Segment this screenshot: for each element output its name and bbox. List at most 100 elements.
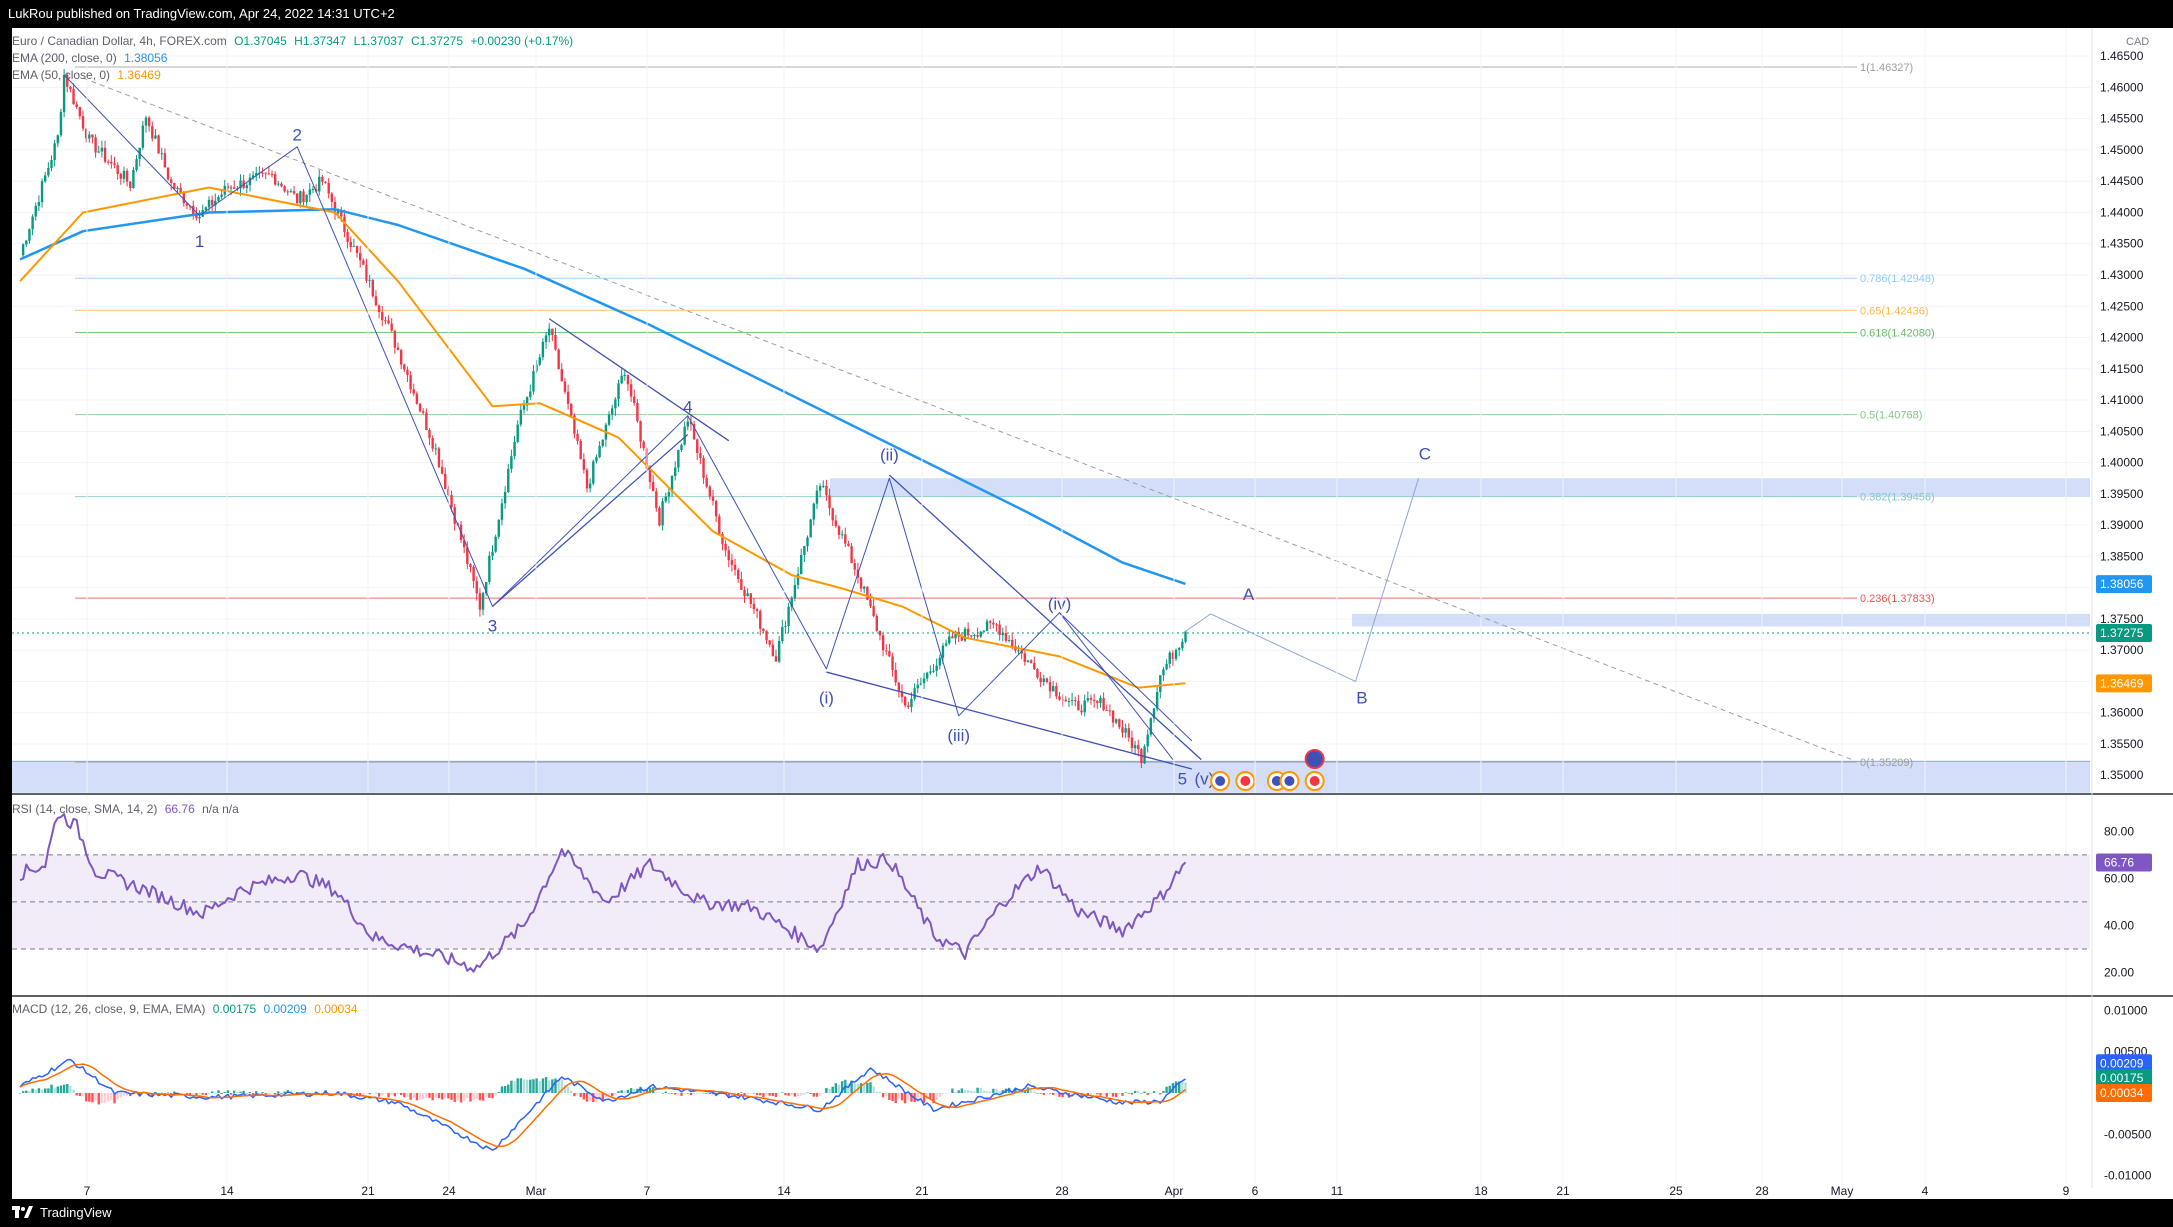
candle-body [100,147,104,152]
candle-body [119,173,122,179]
macd-histogram-bar [437,1093,441,1099]
candle-body [658,507,661,526]
macd-histogram-bar [1140,1093,1143,1094]
candle-body [453,507,456,524]
candle-body [173,182,176,190]
macd-histogram-bar [932,1093,935,1104]
macd-histogram-bar [850,1080,853,1093]
macd-histogram-bar [746,1093,749,1095]
candle-body [1045,678,1049,683]
symbol-name[interactable]: Euro / Canadian Dollar, 4h, FOREX.com [12,34,227,48]
ema200-legend[interactable]: EMA (200, close, 0) 1.38056 [12,51,167,65]
macd-histogram-bar [485,1093,488,1097]
macd-histogram-bar [554,1078,557,1093]
macd-histogram-bar [513,1081,516,1093]
time-tick-label: 21 [915,1184,929,1198]
macd-histogram-bar [995,1088,998,1093]
macd-histogram-bar [960,1088,964,1093]
candle-body [1055,686,1058,697]
candle-body [642,441,645,449]
macd-histogram-bar [1036,1093,1039,1094]
macd-histogram-bar [702,1093,705,1094]
candle-body [1011,639,1014,647]
candle-body [412,389,415,394]
price-tick-label: 1.45000 [2100,143,2144,157]
candle-body [985,621,989,631]
macd-histogram-bar [182,1092,185,1094]
candle-body [1033,663,1036,670]
candle-body [1026,660,1030,662]
candle-body [585,469,589,489]
candle-body [944,643,948,646]
macd-histogram-bar [677,1093,680,1095]
macd-histogram-bar [296,1092,299,1093]
candle-body [727,550,730,561]
candle-body [1036,669,1039,678]
candle-body [692,424,696,440]
macd-histogram-bar [428,1093,431,1098]
macd-histogram-bar [97,1093,100,1105]
macd-histogram-bar [822,1093,825,1094]
candle-body [248,177,252,186]
candle-body [582,459,586,470]
rsi-legend[interactable]: RSI (14, close, SMA, 14, 2) 66.76 n/a n/… [12,802,239,816]
candle-body [182,192,185,204]
macd-histogram-bar [1178,1081,1181,1093]
candle-body [544,335,548,342]
candle-body [390,323,393,331]
event-flag-icon [1240,776,1251,786]
candle-body [522,405,526,410]
macd-histogram-bar [538,1081,541,1093]
event-flag-icon [1304,749,1325,769]
ema50-legend[interactable]: EMA (50, close, 0) 1.36469 [12,68,161,82]
event-flag-icon [1271,776,1282,786]
macd-histogram-bar [541,1078,545,1093]
macd-histogram-bar [138,1093,141,1097]
candle-body [447,488,450,496]
price-tick-label: 1.39500 [2100,487,2144,501]
wave-label: (iii) [947,726,970,745]
ohlc-close: C1.37275 [410,34,464,48]
candle-body [488,555,491,583]
macd-histogram-bar [163,1093,167,1094]
chart-container[interactable]: 1.46500 1.46000 1.45500 1.45000 1.44500 1.440… [12,28,2173,1199]
candle-body [771,644,775,657]
macd-histogram-bar [664,1091,667,1093]
candle-body [346,231,349,242]
macd-legend[interactable]: MACD (12, 26, close, 9, EMA, EMA) 0.0017… [12,1002,358,1016]
candle-body [885,650,888,652]
candle-body [557,349,560,370]
candle-body [1017,650,1020,652]
macd-histogram-bar [740,1092,743,1093]
macd-histogram-bar [491,1093,494,1099]
wave-label: (i) [819,688,834,707]
candle-body [611,408,614,415]
chart-canvas[interactable]: 1.46500 1.46000 1.45500 1.45000 1.44500 1.440… [12,28,2173,1199]
macd-histogram-bar [532,1079,535,1093]
candle-body [28,229,31,241]
macd-histogram-bar [475,1093,478,1099]
macd-histogram-bar [1174,1081,1178,1093]
candle-body [462,540,466,548]
candle-body [529,391,532,398]
candle-body [976,634,979,637]
candle-body [598,445,601,458]
ohlc-change: +0.00230 (+0.17%) [470,34,574,48]
macd-histogram-bar [100,1093,104,1104]
last-price-tag: 1.37275 [2100,626,2144,640]
candle-body [998,624,1001,635]
candle-body [607,414,611,425]
macd-histogram-bar [176,1091,179,1093]
macd-histogram-bar [488,1093,491,1098]
candle-body [1137,745,1140,750]
candle-body [217,196,220,201]
candle-body [195,214,198,219]
candle-body [1067,700,1071,702]
macd-histogram-bar [872,1086,875,1093]
macd-histogram-bar [639,1086,642,1093]
candle-body [1178,648,1181,650]
macd-histogram-bar [771,1093,775,1096]
macd-histogram-bar [503,1085,507,1093]
macd-histogram-group [18,1077,1187,1105]
macd-histogram-bar [566,1086,570,1093]
